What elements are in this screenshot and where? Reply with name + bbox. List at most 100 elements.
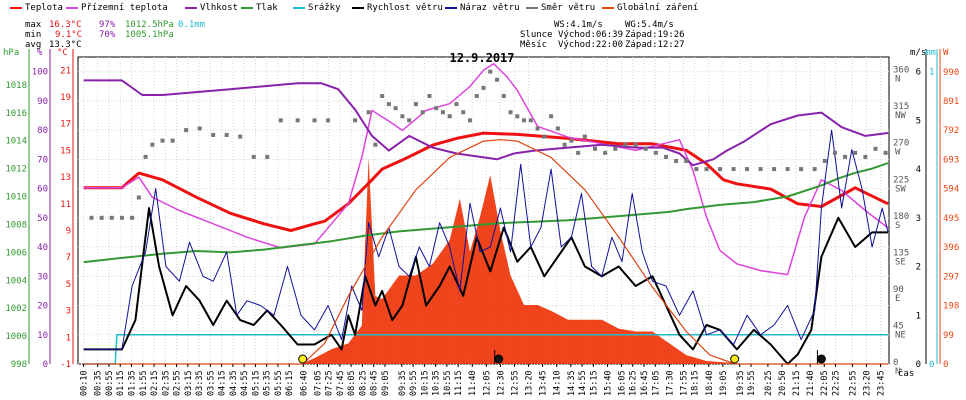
wind-direction-point — [772, 167, 777, 172]
legend-label: Směr větru — [541, 3, 596, 13]
sunset-time: Západ:19:26 — [625, 30, 685, 40]
wind-tick-label: 6 — [916, 68, 921, 78]
rain-tick-label: 1 — [929, 68, 934, 78]
wind-tick-label: 1 — [916, 311, 921, 321]
direction-name-label: SE — [895, 257, 906, 267]
time-tick-label: 11:40 — [468, 370, 478, 396]
stat-max-hum: 97% — [99, 20, 116, 30]
pressure-tick-label: 1012 — [5, 165, 27, 175]
wind-direction-point — [353, 118, 358, 123]
legend-item: Rychlost větru — [352, 3, 443, 13]
wind-direction-point — [745, 167, 750, 172]
wind-direction-point — [501, 93, 506, 98]
time-tick-label: 14:10 — [553, 370, 563, 396]
time-tick-label: 01:55 — [139, 370, 149, 396]
wind-direction-point — [832, 150, 837, 155]
time-tick-label: 09:35 — [398, 370, 408, 396]
temperature-tick-label: 11 — [60, 200, 71, 210]
time-tick-label: 08:05 — [347, 370, 357, 396]
legend-swatch — [241, 6, 253, 9]
stat-min-hum: 70% — [99, 30, 116, 40]
wind-direction-point — [576, 150, 581, 155]
legend-item: Směr větru — [526, 3, 595, 13]
time-tick-label: 00:55 — [105, 370, 115, 396]
direction-tick-label: 90 — [893, 285, 904, 295]
radiation-tick-label: 99 — [943, 331, 954, 341]
wind-direction-point — [265, 154, 270, 159]
time-tick-label: 09:05 — [381, 370, 391, 396]
wind-direction-point — [653, 150, 658, 155]
wind-direction-point — [674, 158, 679, 163]
pressure-tick-label: 1006 — [5, 248, 27, 258]
time-tick-label: 20:50 — [778, 370, 788, 396]
wind-direction-point — [413, 102, 418, 107]
moonset-time: Západ:12:27 — [625, 40, 685, 50]
moonset-marker — [494, 354, 504, 364]
series-n-raz-v-tru — [83, 129, 889, 350]
wind-direction-point — [623, 142, 628, 147]
temperature-tick-label: 9 — [66, 227, 71, 237]
time-tick-label: 19:55 — [747, 370, 757, 396]
wind-direction-point — [883, 150, 888, 155]
humidity-tick-label: 80 — [37, 126, 48, 136]
wind-direction-point — [569, 138, 574, 143]
stat-min-label: min — [25, 30, 42, 40]
rain-tick-label: 0 — [929, 360, 934, 370]
rain-axis-unit: mm — [925, 48, 936, 58]
pressure-tick-label: 1000 — [5, 332, 27, 342]
wind-direction-point — [731, 167, 736, 172]
wind-direction-point — [522, 118, 527, 123]
wind-direction-point — [238, 134, 243, 139]
wind-direction-point — [863, 154, 868, 159]
legend-swatch — [602, 6, 614, 9]
time-tick-label: 05:15 — [251, 370, 261, 396]
wind-direction-point — [495, 77, 500, 82]
time-tick-label: 12:30 — [496, 370, 506, 396]
time-tick-label: 08:25 — [358, 370, 368, 396]
wind-direction-point — [549, 114, 554, 119]
pressure-tick-label: 1008 — [5, 220, 27, 230]
direction-name-label: SW — [895, 184, 906, 194]
wind-direction-point — [278, 118, 283, 123]
time-tick-label: 00:10 — [80, 370, 90, 396]
humidity-tick-label: 90 — [37, 97, 48, 107]
time-tick-label: 08:45 — [370, 370, 380, 396]
humidity-tick-label: 60 — [37, 185, 48, 195]
pressure-tick-label: 1002 — [5, 304, 27, 314]
pressure-tick-label: 1010 — [5, 193, 27, 203]
sunrise-marker — [298, 354, 308, 364]
time-tick-label: 04:55 — [240, 370, 250, 396]
wind-direction-point — [603, 150, 608, 155]
radiation-tick-label: 891 — [943, 97, 959, 107]
wind-direction-point — [99, 215, 104, 220]
radiation-tick-label: 297 — [943, 272, 959, 282]
moonrise-time: Východ:22:00 — [558, 40, 624, 50]
wind-direction-point — [295, 118, 300, 123]
pressure-tick-label: 1018 — [5, 81, 27, 91]
wind-direction-point — [873, 146, 878, 151]
direction-name-label: S — [895, 221, 900, 231]
time-tick-label: 12:05 — [482, 370, 492, 396]
time-tick-label: 19:35 — [736, 370, 746, 396]
time-tick-label: 19:05 — [719, 370, 729, 396]
wind-direction-point — [474, 93, 479, 98]
humidity-tick-label: 50 — [37, 214, 48, 224]
time-axis-unit: čas — [898, 368, 914, 379]
stat-max-rain: 0.1mm — [178, 20, 206, 30]
wind-direction-point — [508, 110, 513, 115]
time-tick-label: 16:05 — [617, 370, 627, 396]
time-tick-label: 15:15 — [589, 370, 599, 396]
wind-direction-point — [515, 114, 520, 119]
radiation-tick-label: 990 — [943, 68, 959, 78]
wind-direction-point — [799, 167, 804, 172]
series-teplota — [83, 131, 889, 232]
direction-name-label: N — [895, 75, 900, 85]
time-tick-label: 06:40 — [299, 370, 309, 396]
wind-direction-point — [440, 110, 445, 115]
direction-tick-label: 135 — [893, 248, 909, 258]
legend-swatch — [445, 6, 457, 9]
time-tick-label: 23:20 — [862, 370, 872, 396]
moonrise-marker — [816, 354, 826, 364]
wind-direction-point — [393, 106, 398, 111]
series-rychlost-v-tru — [83, 207, 888, 365]
